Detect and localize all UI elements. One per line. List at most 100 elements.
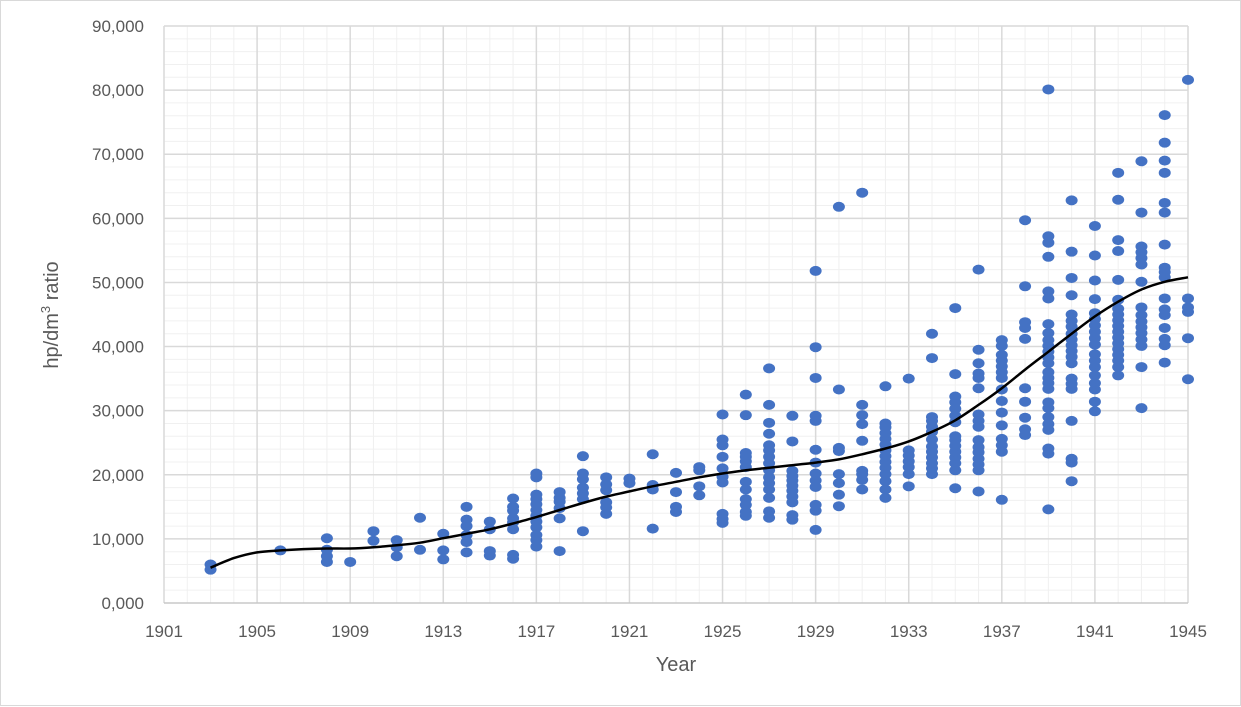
data-point — [995, 407, 1008, 418]
data-point — [437, 545, 450, 556]
data-point — [809, 468, 822, 479]
data-point — [1182, 293, 1194, 304]
data-point — [1042, 419, 1055, 430]
data-point — [507, 493, 520, 504]
data-point — [926, 353, 938, 364]
x-tick-label: 1945 — [1169, 622, 1207, 641]
data-point — [390, 551, 403, 562]
x-tick-label: 1933 — [890, 622, 928, 641]
data-point — [1158, 110, 1171, 121]
data-point — [1065, 476, 1078, 487]
data-point — [1019, 215, 1032, 226]
y-tick-label: 60,000 — [92, 209, 144, 228]
data-point — [972, 383, 985, 394]
data-point — [1135, 276, 1148, 287]
data-point — [553, 513, 566, 524]
data-point — [902, 373, 915, 384]
y-tick-labels: 0,000 10,000 20,000 30,000 40,000 50,000 60,00… — [92, 17, 144, 613]
data-point — [926, 328, 938, 339]
data-point — [716, 451, 729, 462]
data-point — [1135, 302, 1148, 313]
data-point — [949, 369, 962, 380]
data-point — [763, 472, 776, 483]
trend-line — [210, 276, 1189, 569]
data-point — [600, 479, 613, 490]
y-tick-label: 40,000 — [92, 338, 144, 357]
data-point — [926, 434, 938, 445]
x-tick-label: 1917 — [517, 622, 555, 641]
data-point — [1042, 251, 1055, 262]
data-point — [879, 492, 892, 503]
y-tick-label: 30,000 — [92, 402, 144, 421]
data-point — [646, 449, 659, 460]
data-point — [1135, 207, 1148, 218]
data-point — [1158, 155, 1171, 166]
data-point — [1019, 383, 1032, 394]
data-point — [1065, 290, 1078, 301]
y-axis-title: hp/dm3 ratio — [38, 261, 63, 368]
x-axis-title: Year — [656, 654, 697, 676]
data-point — [1158, 207, 1171, 218]
data-point — [414, 544, 426, 555]
data-point — [879, 381, 892, 392]
data-point — [856, 410, 869, 421]
data-point — [879, 484, 892, 495]
data-point — [763, 492, 776, 503]
data-point — [949, 431, 962, 442]
data-point — [1182, 374, 1194, 385]
data-point — [902, 481, 915, 492]
data-point — [856, 465, 869, 476]
data-point — [809, 372, 822, 383]
data-point — [786, 410, 799, 421]
data-point — [390, 535, 403, 546]
y-tick-label: 90,000 — [92, 17, 144, 36]
data-point — [856, 419, 869, 430]
data-point — [1042, 412, 1055, 423]
data-point — [739, 494, 752, 505]
data-point — [879, 476, 892, 487]
data-point — [716, 409, 729, 420]
x-tick-label: 1937 — [983, 622, 1021, 641]
data-point — [576, 526, 589, 537]
data-point — [1088, 250, 1101, 261]
data-point — [995, 494, 1008, 505]
data-point — [1065, 453, 1078, 464]
data-point — [1135, 403, 1148, 414]
data-point — [786, 465, 799, 476]
data-point — [670, 487, 682, 498]
x-tick-label: 1921 — [611, 622, 649, 641]
data-point — [832, 469, 845, 480]
data-point — [809, 499, 822, 510]
data-point — [786, 436, 799, 447]
data-point — [739, 410, 752, 421]
data-point — [856, 484, 869, 495]
data-point — [786, 510, 799, 521]
data-point — [460, 514, 473, 525]
data-point — [1182, 74, 1194, 85]
data-point — [1135, 156, 1148, 167]
data-point — [739, 484, 752, 495]
data-point — [995, 335, 1008, 346]
x-tick-labels: 1901 1905 1909 1913 1917 1921 1925 1929 1933 1937… — [145, 622, 1207, 641]
data-point — [832, 478, 845, 489]
data-point — [949, 391, 962, 402]
data-point — [716, 463, 729, 474]
x-tick-label: 1905 — [238, 622, 276, 641]
data-point — [856, 435, 869, 446]
data-point — [507, 524, 520, 535]
data-point — [809, 342, 822, 353]
data-point — [460, 501, 473, 512]
data-point — [1135, 362, 1148, 373]
data-point — [1158, 262, 1171, 273]
data-point — [1088, 275, 1101, 286]
data-point — [995, 420, 1008, 431]
data-point — [1042, 286, 1055, 297]
data-point — [1019, 333, 1032, 344]
data-point — [1158, 239, 1171, 250]
data-point — [949, 465, 962, 476]
data-point — [972, 435, 985, 446]
data-point — [693, 490, 706, 501]
data-point — [1042, 504, 1055, 515]
data-point — [1158, 304, 1171, 315]
